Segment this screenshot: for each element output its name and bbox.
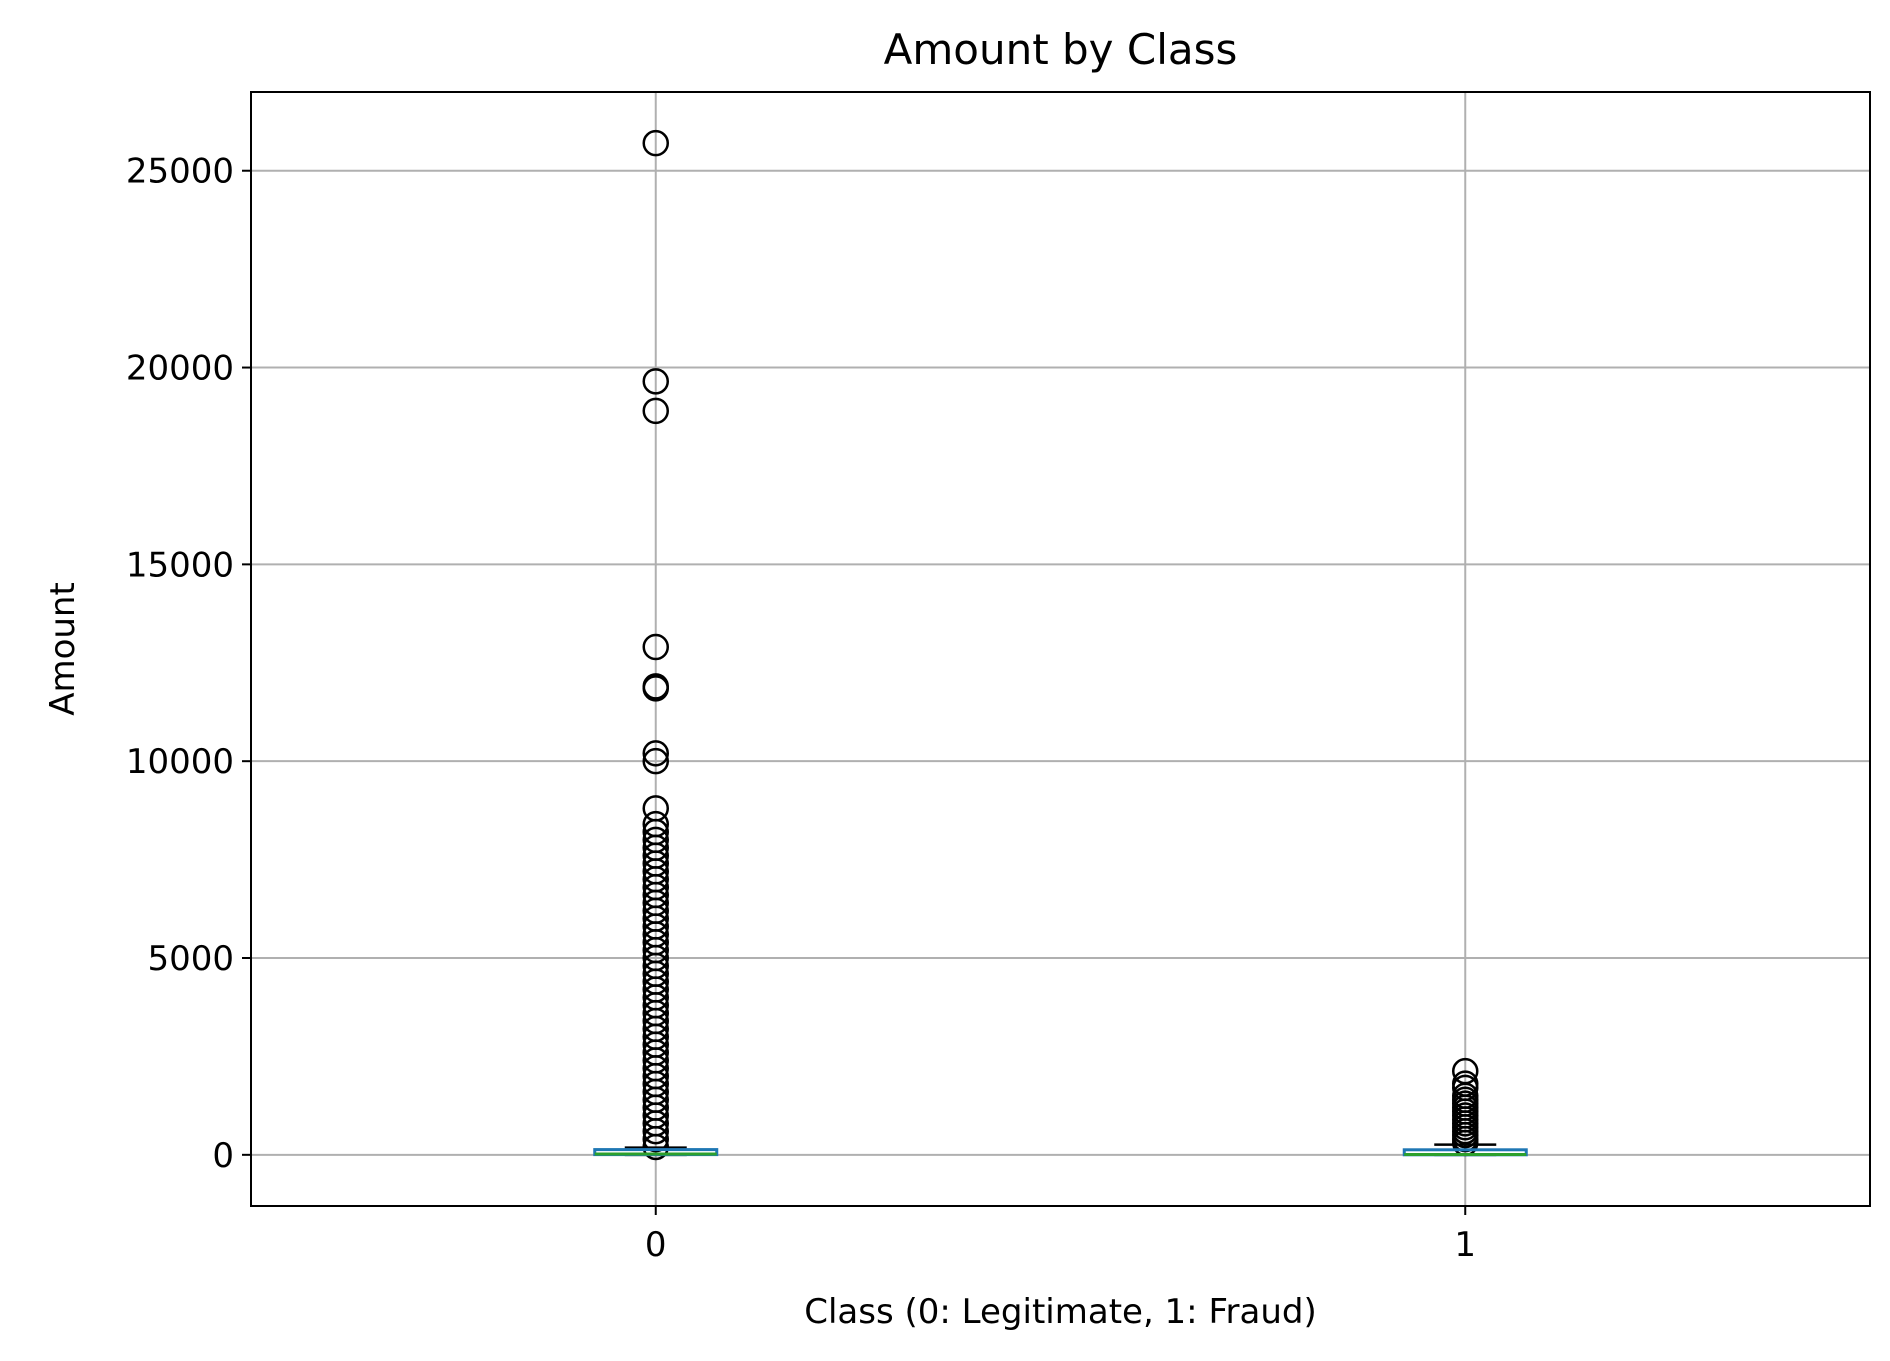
outlier-point [642, 129, 669, 157]
y-tick-label: 15000 [126, 545, 234, 585]
outlier-point [642, 740, 669, 767]
box-layer [593, 129, 1528, 1161]
x-tick-label: 1 [1454, 1225, 1476, 1265]
y-axis-label: Amount [43, 582, 83, 716]
outlier-point [642, 397, 669, 425]
y-tick-label: 10000 [126, 742, 234, 782]
outlier-point [642, 633, 669, 661]
x-axis-label: Class (0: Legitimate, 1: Fraud) [804, 1292, 1317, 1332]
outlier-point [642, 1133, 669, 1161]
box-group-class-0 [593, 129, 719, 1161]
outlier-point [642, 1117, 669, 1145]
chart-title: Amount by Class [884, 25, 1238, 74]
y-tick-label: 20000 [126, 349, 234, 389]
outlier-point [642, 368, 669, 395]
grid-lines [251, 92, 1870, 1206]
box-group-class-1 [1402, 1057, 1528, 1157]
outlier-point [642, 747, 669, 775]
y-tick-label: 5000 [147, 939, 234, 979]
outlier-point [642, 675, 669, 702]
plot-frame [250, 91, 1871, 1207]
x-tick-label: 0 [645, 1225, 667, 1265]
y-tick-label: 25000 [126, 152, 234, 192]
y-tick-label: 0 [212, 1136, 234, 1176]
axis-ticks: 0 5000 10000 15000 20000 25000 0 1 [126, 152, 1476, 1265]
